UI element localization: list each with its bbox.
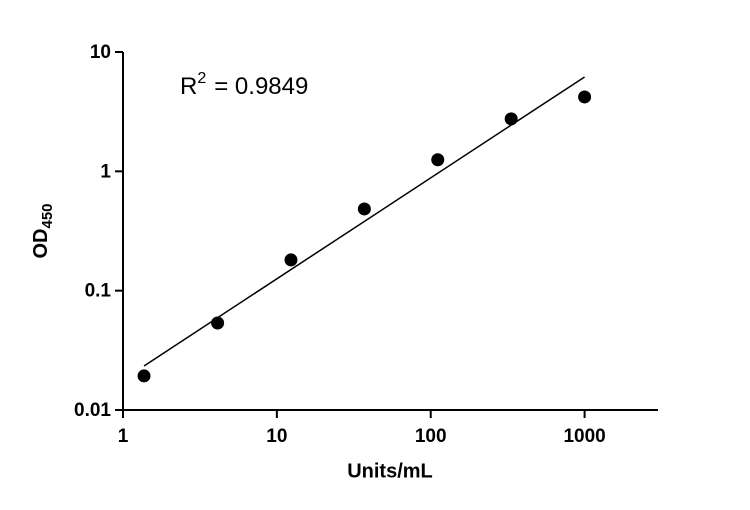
y-tick-label: 10: [90, 42, 111, 63]
x-tick-label: 10: [266, 426, 287, 447]
y-tick-label: 0.1: [85, 281, 112, 302]
fit-line: [143, 76, 586, 367]
annotation: R2 = 0.9849: [180, 70, 308, 100]
x-tick-label: 1: [118, 426, 129, 447]
data-point: [357, 202, 371, 216]
annotation-text: = 0.9849: [214, 73, 308, 100]
y-tick-label: 0.01: [74, 400, 111, 421]
data-point: [284, 253, 298, 267]
data-point: [431, 153, 445, 167]
annotation-base: R: [180, 73, 197, 100]
annotation-superscript: 2: [197, 70, 206, 87]
data-point: [578, 90, 592, 104]
x-axis-title: Units/mL: [347, 460, 433, 482]
y-tick-label: 1: [100, 161, 111, 182]
y-axis-title-group: OD450: [30, 203, 56, 258]
data-point: [137, 369, 151, 383]
data-point: [211, 316, 225, 330]
x-tick-label: 100: [415, 426, 447, 447]
y-axis-title: OD450: [30, 203, 56, 258]
data-point: [504, 112, 518, 126]
x-tick-label: 1000: [563, 426, 605, 447]
y-axis-title-main: OD: [30, 229, 52, 259]
y-axis-title-subscript: 450: [39, 203, 56, 228]
